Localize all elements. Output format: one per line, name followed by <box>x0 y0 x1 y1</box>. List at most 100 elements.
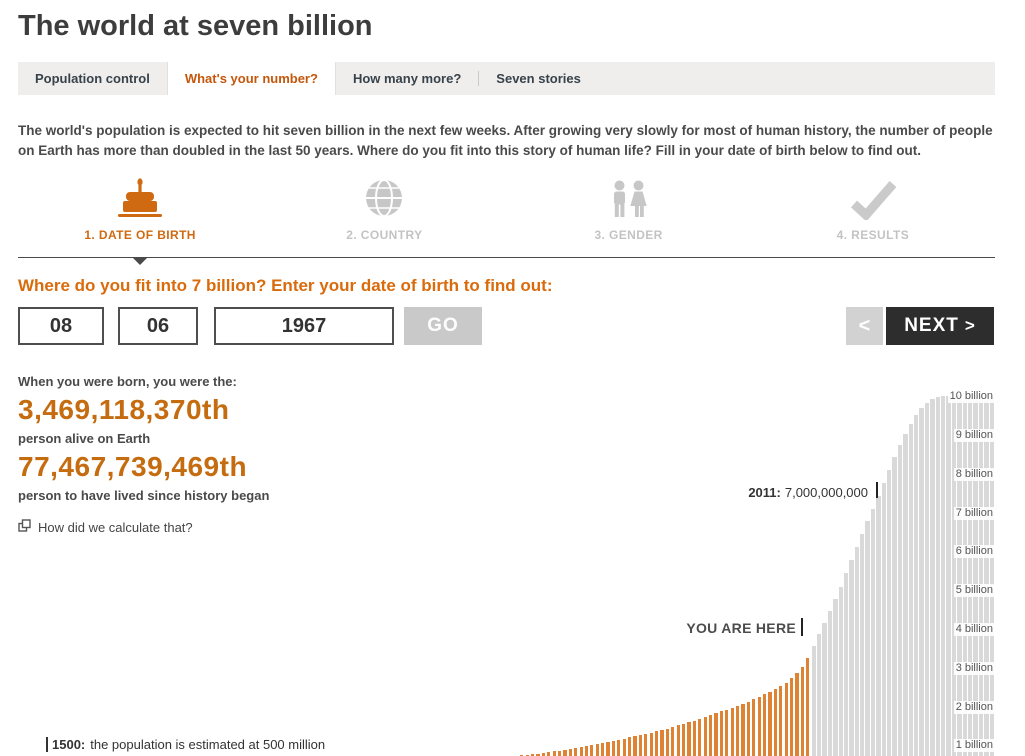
population-bar <box>757 696 761 756</box>
results-intro: When you were born, you were the: <box>18 374 237 389</box>
population-bar <box>655 731 659 756</box>
population-bar <box>973 396 978 756</box>
population-bar <box>876 495 881 756</box>
step-results[interactable]: 4. RESULTS <box>751 168 995 242</box>
population-bar <box>935 397 941 756</box>
tab-seven-stories[interactable]: Seven stories <box>496 71 581 86</box>
population-bar <box>746 701 750 756</box>
population-bar <box>703 717 707 756</box>
back-button[interactable]: < <box>846 307 883 345</box>
day-input[interactable] <box>18 307 104 345</box>
month-input[interactable] <box>118 307 198 345</box>
step-label: 1. DATE OF BIRTH <box>84 228 196 242</box>
globe-icon <box>362 168 406 220</box>
dob-form-heading: Where do you fit into 7 billion? Enter y… <box>18 276 553 295</box>
tick-2011 <box>876 482 878 498</box>
active-step-notch <box>133 258 147 265</box>
step-label: 2. COUNTRY <box>346 228 423 242</box>
population-bar <box>638 735 643 756</box>
population-bar <box>741 703 745 756</box>
population-bar <box>557 750 562 756</box>
population-bar <box>671 726 675 756</box>
population-bar <box>779 686 783 756</box>
population-bar <box>584 745 589 756</box>
tab-separator <box>478 71 480 86</box>
year-input[interactable] <box>214 307 394 345</box>
population-bar <box>984 396 989 756</box>
population-bar <box>887 469 892 756</box>
population-bar <box>595 744 599 756</box>
population-bar <box>924 402 930 756</box>
population-bar <box>665 728 670 756</box>
population-bar <box>860 534 865 756</box>
population-bar <box>914 415 919 756</box>
population-bar <box>865 520 870 756</box>
y-axis-label: 9 billion <box>953 429 995 442</box>
population-bar <box>687 722 691 756</box>
population-bar <box>919 408 924 756</box>
page-title: The world at seven billion <box>18 10 373 42</box>
tab-how-many-more[interactable]: How many more? <box>352 71 462 86</box>
tab-population-control[interactable]: Population control <box>35 71 150 86</box>
population-bar <box>908 424 914 756</box>
caption-1500: 1500: the population is estimated at 500… <box>46 737 325 752</box>
cake-icon <box>117 168 163 220</box>
next-button[interactable]: NEXT > <box>886 307 994 345</box>
population-bar <box>962 396 967 756</box>
step-country[interactable]: 2. COUNTRY <box>262 168 506 242</box>
population-bar <box>617 739 621 756</box>
y-axis-label: 3 billion <box>953 662 995 675</box>
population-bar <box>968 396 973 756</box>
population-bar <box>682 723 686 756</box>
population-bar <box>574 748 578 756</box>
how-calculated-label: How did we calculate that? <box>38 519 193 535</box>
population-bar <box>849 560 854 756</box>
y-axis-label: 7 billion <box>953 507 995 520</box>
population-bar <box>660 730 664 756</box>
y-axis-label: 2 billion <box>953 701 995 714</box>
population-bar <box>897 445 903 756</box>
population-bar <box>951 396 957 756</box>
population-bar <box>930 399 935 756</box>
steps-divider-line <box>18 257 995 258</box>
step-date-of-birth[interactable]: 1. DATE OF BIRTH <box>18 168 262 242</box>
y-axis-label: 6 billion <box>953 545 995 558</box>
alive-rank-caption: person alive on Earth <box>18 431 151 446</box>
how-calculated-link[interactable]: How did we calculate that? <box>18 519 448 535</box>
population-bar <box>719 711 723 756</box>
y-axis-label: 8 billion <box>953 468 995 481</box>
tab-bar: Population control What's your number? H… <box>18 62 995 95</box>
population-bar <box>806 657 810 756</box>
population-bar <box>822 622 827 756</box>
intro-text: The world's population is expected to hi… <box>18 123 993 158</box>
population-bar <box>881 482 887 756</box>
population-bar <box>568 749 572 756</box>
caption-1500-year: 1500: <box>52 737 86 752</box>
tab-whats-your-number[interactable]: What's your number? <box>166 62 336 95</box>
caption-1500-tick <box>46 737 48 752</box>
population-bar <box>892 457 897 756</box>
ever-rank-number: 77,467,739,469th <box>18 451 248 482</box>
population-bar <box>601 743 605 756</box>
population-bar <box>590 745 594 756</box>
population-bar <box>611 740 616 756</box>
annotation-2011: 2011: 7,000,000,000 <box>690 485 868 500</box>
population-bar <box>709 715 713 756</box>
population-bar <box>579 747 583 756</box>
next-button-label: NEXT <box>904 315 959 336</box>
population-bar <box>854 546 860 756</box>
population-bar <box>676 725 680 756</box>
step-gender[interactable]: 3. GENDER <box>507 168 751 242</box>
population-bar <box>773 688 777 756</box>
go-button[interactable]: GO <box>404 307 482 345</box>
population-bar <box>827 611 833 756</box>
population-bar <box>784 682 788 756</box>
population-bar <box>622 738 626 756</box>
population-bar <box>547 752 551 756</box>
population-bar <box>789 678 794 756</box>
population-bar <box>563 749 567 756</box>
population-bar <box>725 709 729 756</box>
step-indicator: 1. DATE OF BIRTH 2. COUNTRY <box>18 168 995 242</box>
population-bar <box>633 736 637 756</box>
